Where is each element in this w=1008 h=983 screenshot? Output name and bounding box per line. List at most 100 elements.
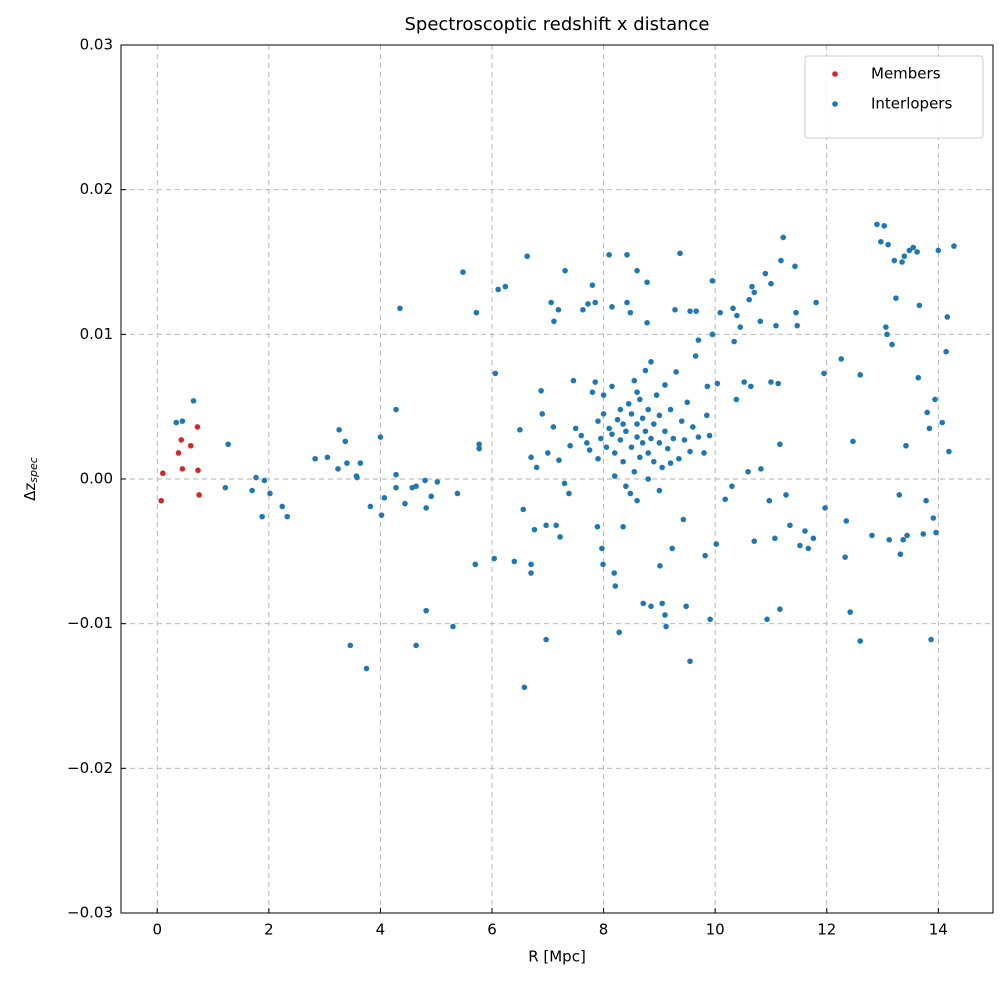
point <box>932 396 938 403</box>
point <box>538 387 544 394</box>
point <box>648 435 654 442</box>
point <box>528 570 534 576</box>
point <box>261 477 268 484</box>
point <box>422 477 428 484</box>
point <box>544 450 551 456</box>
point <box>423 505 429 511</box>
x-tick-label: 10 <box>706 921 725 939</box>
point <box>669 545 676 552</box>
point <box>680 516 687 523</box>
point <box>623 483 629 490</box>
x-tick-label: 6 <box>487 921 497 939</box>
point <box>914 249 920 255</box>
point <box>850 438 856 445</box>
x-tick-label: 8 <box>599 921 609 939</box>
point <box>648 359 654 365</box>
point <box>570 377 577 384</box>
point <box>916 302 923 309</box>
point <box>746 296 752 303</box>
point <box>857 372 864 378</box>
point <box>659 600 665 607</box>
point <box>344 460 350 466</box>
point <box>363 665 370 672</box>
point <box>794 322 800 329</box>
y-tick-label: −0.01 <box>67 614 113 632</box>
point <box>279 503 286 510</box>
point <box>650 458 657 465</box>
point <box>584 440 590 446</box>
point <box>473 309 480 316</box>
point <box>802 528 808 534</box>
point <box>603 444 610 450</box>
point <box>684 399 691 406</box>
point <box>821 370 827 377</box>
point <box>926 425 933 432</box>
point <box>838 356 845 362</box>
point <box>778 257 784 264</box>
point <box>336 427 342 433</box>
y-tick-label: 0.01 <box>80 325 113 343</box>
point <box>357 460 364 466</box>
point <box>662 428 668 435</box>
point <box>695 337 702 343</box>
point <box>637 396 643 403</box>
point <box>627 309 634 316</box>
point <box>628 411 635 417</box>
point <box>656 412 663 419</box>
point <box>792 263 798 270</box>
point <box>160 470 166 477</box>
point <box>935 247 942 254</box>
point <box>495 286 501 293</box>
point <box>312 455 318 462</box>
point <box>881 223 888 229</box>
point <box>476 445 482 452</box>
point <box>413 642 419 649</box>
legend: Members Interlopers <box>804 55 984 139</box>
point <box>249 487 255 494</box>
point <box>194 424 201 430</box>
point <box>946 448 952 455</box>
point <box>454 490 461 497</box>
point <box>259 513 265 520</box>
point <box>729 483 735 490</box>
point <box>764 616 770 623</box>
point <box>253 474 259 481</box>
legend-label: Members <box>871 65 941 83</box>
point <box>762 270 769 277</box>
point <box>476 441 482 448</box>
point <box>717 309 723 316</box>
point <box>889 341 895 348</box>
point <box>650 421 657 427</box>
point <box>663 623 669 630</box>
point <box>768 280 774 287</box>
point <box>586 447 593 453</box>
point <box>592 379 599 385</box>
point <box>900 536 906 543</box>
point <box>609 431 615 437</box>
point <box>594 523 601 530</box>
point <box>158 497 164 504</box>
point <box>393 484 399 491</box>
point <box>628 444 635 450</box>
x-tick-label: 0 <box>152 921 162 939</box>
point <box>637 454 643 461</box>
point <box>413 483 419 490</box>
point <box>561 480 568 487</box>
point <box>676 455 682 462</box>
point <box>822 505 828 511</box>
point <box>775 380 782 387</box>
point <box>783 492 789 498</box>
point <box>737 324 744 330</box>
point <box>521 684 528 691</box>
point <box>640 600 646 607</box>
point <box>491 555 498 562</box>
point <box>634 421 640 427</box>
point <box>631 377 638 384</box>
point <box>402 500 408 507</box>
point <box>687 658 693 665</box>
point <box>704 383 711 390</box>
point <box>555 306 562 313</box>
point <box>930 515 937 521</box>
point <box>342 438 349 445</box>
point <box>517 427 523 433</box>
